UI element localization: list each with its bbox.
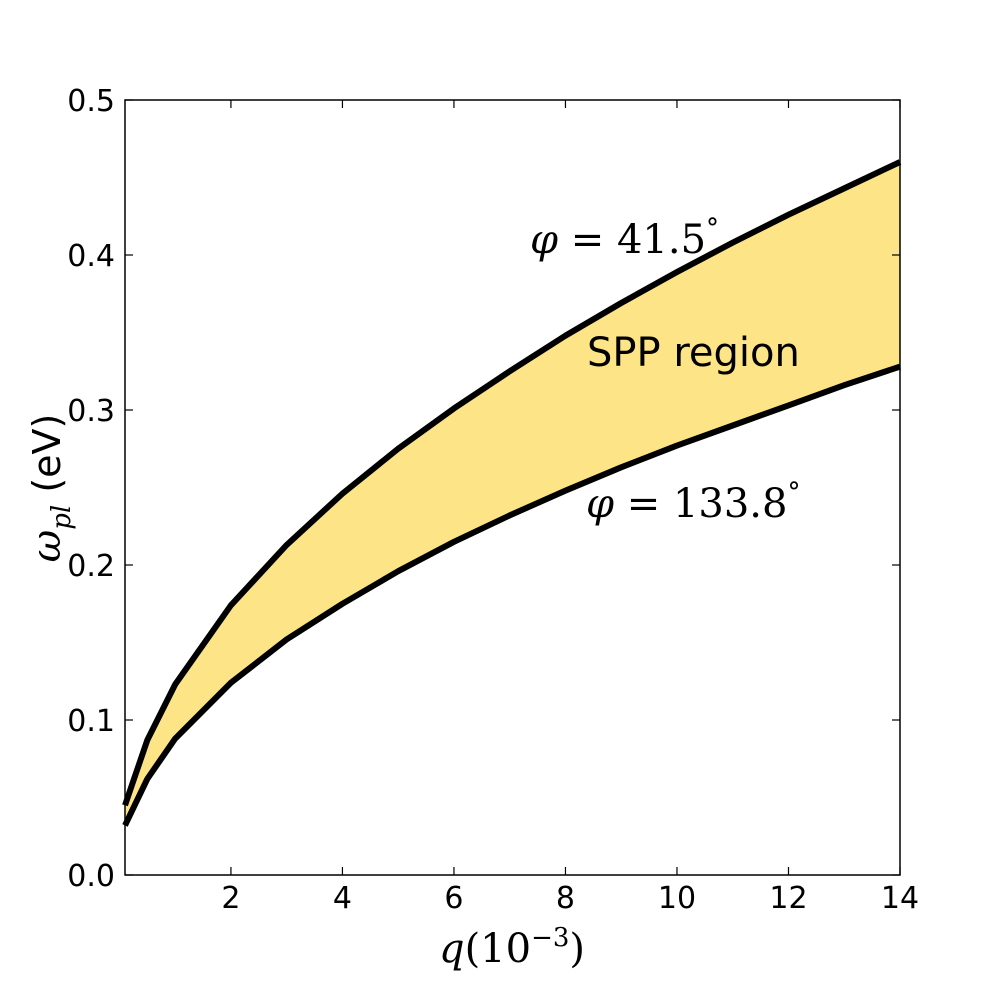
x-tick-label: 10	[658, 881, 696, 916]
y-tick-label: 0.5	[67, 84, 115, 119]
plot-area	[122, 159, 902, 827]
upper-curve-label: φ = 41.5°	[530, 214, 719, 263]
region-label: SPP region	[587, 330, 800, 376]
y-tick-label: 0.0	[67, 859, 115, 894]
series-line-upper	[122, 159, 902, 807]
x-tick-label: 2	[221, 881, 240, 916]
series-line-lower	[122, 363, 901, 827]
y-tick-label: 0.2	[67, 549, 115, 584]
x-axis-label: q(10−3)	[439, 923, 585, 972]
x-tick-label: 14	[881, 881, 919, 916]
y-tick-label: 0.1	[67, 704, 115, 739]
plot-frame	[124, 99, 901, 876]
lower-curve-label: φ = 133.8°	[586, 478, 800, 527]
y-tick-label: 0.3	[67, 394, 115, 429]
x-tick-label: 4	[333, 881, 352, 916]
x-tick-label: 12	[769, 881, 807, 916]
y-tick-label: 0.4	[67, 239, 115, 274]
x-tick-label: 6	[444, 881, 463, 916]
y-axis-label: ωpl (eV)	[24, 414, 77, 563]
x-tick-label: 8	[556, 881, 575, 916]
ticks: 2 4 6 8 10 12 14 0.0 0.1 0.2 0.3 0.4 0.5	[67, 84, 919, 916]
spp-region-fill	[125, 162, 900, 826]
